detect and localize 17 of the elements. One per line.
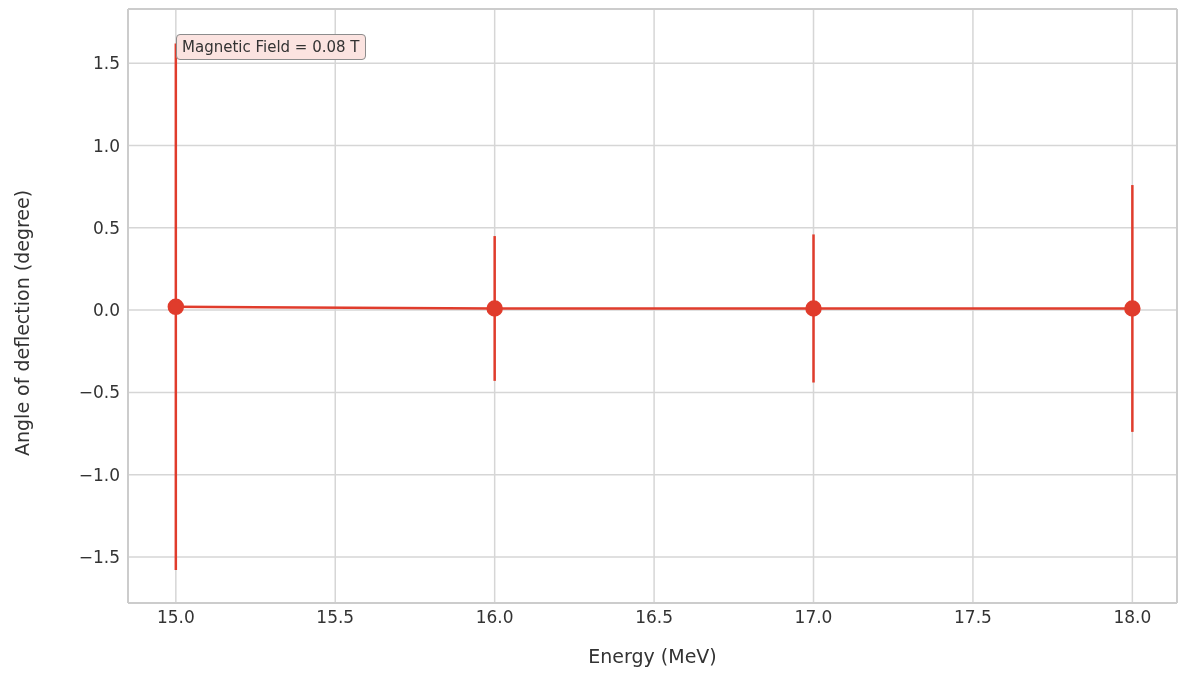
y-axis-title: Angle of deflection (degree)	[10, 189, 33, 456]
y-tick-label: −0.5	[78, 382, 120, 403]
y-tick-label: 1.0	[92, 135, 120, 156]
y-tick-label: 1.5	[92, 53, 120, 74]
x-tick-label: 16.5	[635, 607, 674, 628]
x-tick-label: 15.5	[316, 607, 355, 628]
y-tick-label: 0.0	[92, 300, 120, 321]
x-tick-label: 17.0	[794, 607, 833, 628]
x-tick-label: 15.0	[156, 607, 195, 628]
x-tick-label: 17.5	[954, 607, 992, 628]
x-tick-label: 16.0	[475, 607, 514, 628]
x-axis-title: Energy (MeV)	[588, 645, 717, 667]
y-tick-label: 0.5	[92, 217, 120, 238]
x-tick-label: 18.0	[1113, 607, 1152, 628]
y-tick-label: −1.5	[78, 546, 120, 567]
y-tick-label: −1.0	[78, 464, 120, 485]
annotation: Magnetic Field = 0.08 T	[176, 34, 366, 60]
